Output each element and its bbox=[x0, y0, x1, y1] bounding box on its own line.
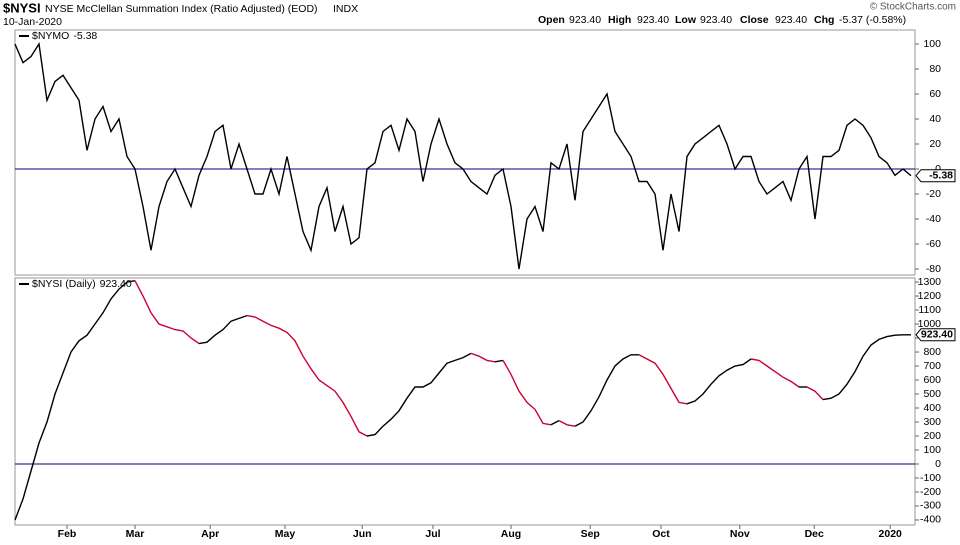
y-tick-label: 40 bbox=[929, 113, 941, 125]
x-tick-label: Aug bbox=[501, 528, 521, 540]
y-tick-label: 400 bbox=[923, 402, 941, 414]
y-tick-label: -200 bbox=[920, 486, 941, 498]
line-segment bbox=[14, 280, 136, 521]
legend-value: 923.40 bbox=[100, 278, 132, 290]
y-tick-label: 60 bbox=[929, 88, 941, 100]
x-tick-label: Mar bbox=[126, 528, 145, 540]
line-segment bbox=[134, 280, 200, 345]
x-tick-label: Oct bbox=[652, 528, 670, 540]
exchange: INDX bbox=[333, 3, 358, 15]
chg-value: -5.37 (-0.58%) bbox=[839, 14, 906, 26]
y-tick-label: 1300 bbox=[918, 276, 942, 288]
line-segment bbox=[470, 352, 496, 363]
line bbox=[14, 42, 912, 270]
credit: © StockCharts.com bbox=[870, 2, 956, 13]
chg-label: Chg bbox=[814, 14, 834, 26]
high-label: High bbox=[608, 14, 631, 26]
index-name: NYSE McClellan Summation Index (Ratio Ad… bbox=[45, 3, 318, 15]
line-segment bbox=[806, 386, 824, 401]
line-segment bbox=[550, 419, 560, 426]
line-segment bbox=[638, 354, 688, 405]
x-tick-label: Sep bbox=[581, 528, 600, 540]
last-value-tag bbox=[915, 169, 956, 183]
y-tick-label: 1200 bbox=[918, 290, 942, 302]
legend-name: $NYSI (Daily) bbox=[32, 278, 96, 290]
x-tick-label: Apr bbox=[201, 528, 219, 540]
line-segment bbox=[558, 419, 576, 427]
line-segment bbox=[574, 354, 639, 427]
last-value-tag bbox=[915, 328, 956, 342]
y-tick-label: 1100 bbox=[918, 304, 941, 316]
x-tick-label: Dec bbox=[805, 528, 824, 540]
low-value: 923.40 bbox=[700, 14, 732, 26]
y-tick-label: -300 bbox=[920, 500, 941, 512]
low-label: Low bbox=[675, 14, 697, 26]
y-tick-label: 500 bbox=[923, 388, 941, 400]
last-value-label: -5.38 bbox=[929, 170, 953, 182]
y-tick-label: 100 bbox=[923, 38, 941, 50]
x-tick-label: Nov bbox=[730, 528, 750, 540]
y-tick-label: 1000 bbox=[918, 318, 942, 330]
y-tick-label: 200 bbox=[923, 430, 941, 442]
line-segment bbox=[494, 359, 504, 363]
y-tick-label: 700 bbox=[923, 360, 941, 372]
x-tick-label: Feb bbox=[58, 528, 77, 540]
open-label: Open bbox=[538, 14, 565, 26]
open-value: 923.40 bbox=[569, 14, 601, 26]
x-tick-label: Jun bbox=[353, 528, 372, 540]
x-tick-label: Jul bbox=[425, 528, 440, 540]
x-tick-label: 2020 bbox=[879, 528, 903, 540]
y-tick-label: 0 bbox=[935, 163, 941, 175]
line-segment bbox=[750, 358, 800, 388]
y-tick-label: 100 bbox=[923, 444, 941, 456]
last-value-label: 923.40 bbox=[921, 329, 953, 341]
x-tick-label: May bbox=[275, 528, 296, 540]
y-tick-label: 20 bbox=[929, 138, 941, 150]
y-tick-label: -400 bbox=[920, 514, 941, 526]
y-tick-label: -40 bbox=[926, 213, 941, 225]
y-tick-label: 0 bbox=[935, 458, 941, 470]
high-value: 923.40 bbox=[637, 14, 669, 26]
legend-value: -5.38 bbox=[73, 30, 97, 42]
y-tick-label: -80 bbox=[926, 263, 941, 275]
panel-frame bbox=[14, 29, 916, 276]
close-value: 923.40 bbox=[775, 14, 807, 26]
line-segment bbox=[686, 358, 752, 405]
line-segment bbox=[198, 314, 248, 345]
line-segment bbox=[502, 360, 552, 426]
panel-frame bbox=[14, 277, 916, 526]
y-tick-label: 600 bbox=[923, 374, 941, 386]
line-segment bbox=[366, 352, 472, 437]
symbol: $NYSI bbox=[3, 0, 41, 15]
y-tick-label: 800 bbox=[923, 346, 941, 358]
legend-name: $NYMO bbox=[32, 30, 69, 42]
y-tick-label: -20 bbox=[926, 188, 941, 200]
line-segment bbox=[246, 314, 368, 437]
y-tick-label: -100 bbox=[920, 472, 941, 484]
line-segment bbox=[822, 334, 911, 401]
y-tick-label: 300 bbox=[923, 416, 941, 428]
close-label: Close bbox=[740, 14, 769, 26]
date: 10-Jan-2020 bbox=[3, 16, 62, 28]
y-tick-label: 80 bbox=[929, 63, 941, 75]
y-tick-label: -60 bbox=[926, 238, 941, 250]
